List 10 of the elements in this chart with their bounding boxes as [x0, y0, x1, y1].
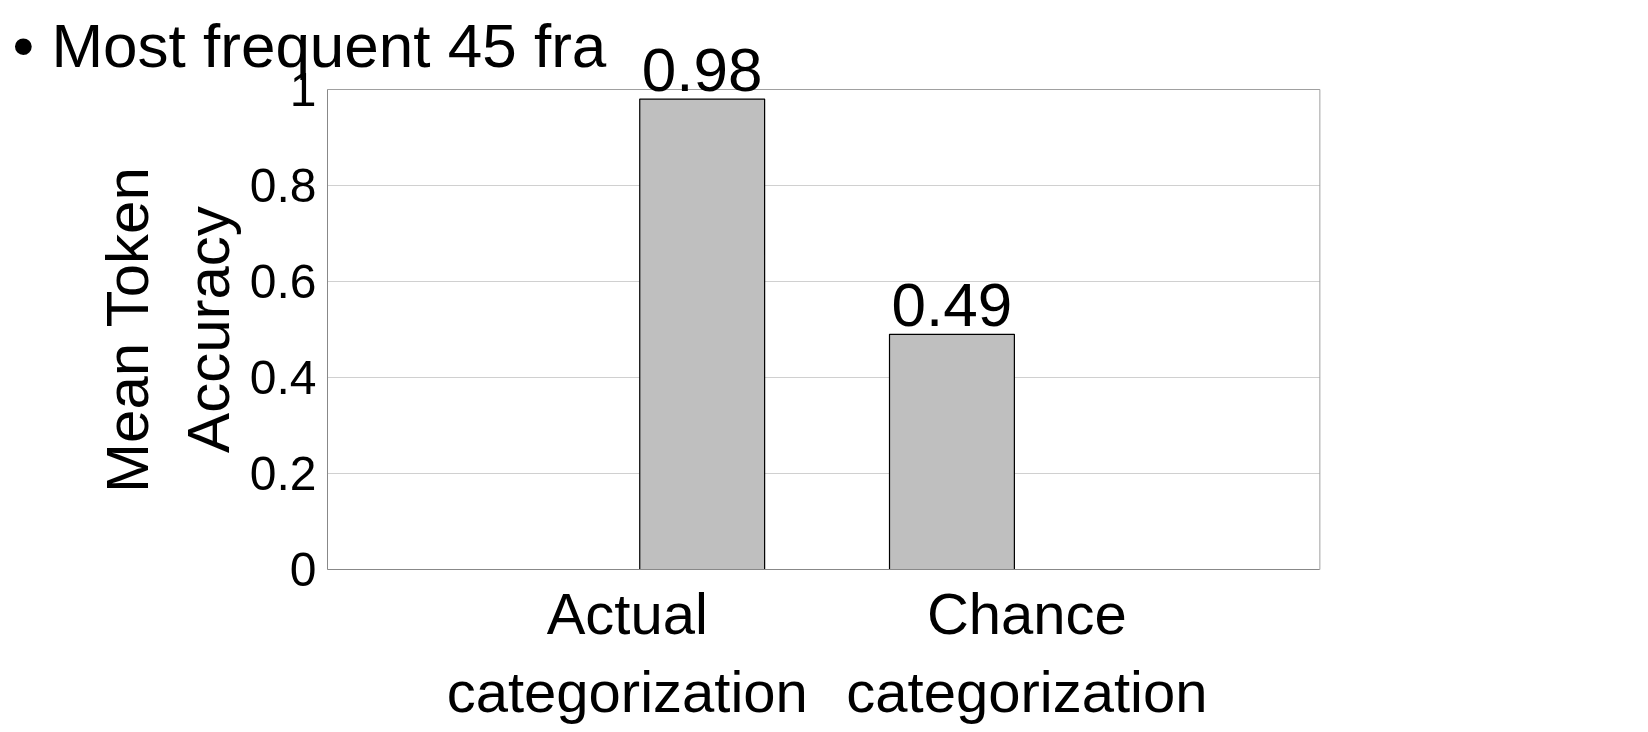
data-label: 0.49	[891, 270, 1013, 340]
y-tick-label: 0	[289, 543, 317, 596]
x-tick-label: Actual categorization	[446, 580, 808, 724]
y-tick-label: 0.2	[249, 447, 317, 500]
data-label: 0.98	[641, 35, 763, 105]
y-tick-label: 0.8	[249, 159, 317, 212]
y-tick-label: 0.6	[249, 255, 317, 308]
y-axis-title: Mean Token Accuracy	[94, 167, 242, 493]
y-tick-label: 0.4	[249, 351, 317, 404]
x-tick-label: Chance categorization	[846, 580, 1208, 724]
